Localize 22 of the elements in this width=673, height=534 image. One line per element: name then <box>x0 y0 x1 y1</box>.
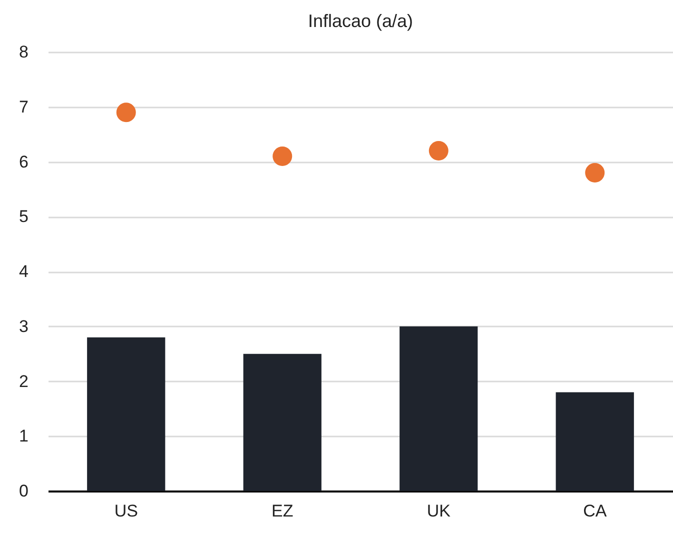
y-tick-label: 8 <box>19 42 28 62</box>
bar <box>556 392 634 491</box>
point <box>585 162 605 182</box>
x-tick-label: CA <box>583 502 608 520</box>
y-tick-label: 1 <box>19 426 28 446</box>
point <box>428 141 448 161</box>
y-tick-label: 4 <box>19 262 28 281</box>
y-tick-label: 3 <box>19 316 28 336</box>
y-tick-label: 5 <box>19 207 28 226</box>
bar <box>400 326 478 491</box>
x-tick-label: UK <box>426 502 452 520</box>
chart-title: Inflacao (a/a) <box>308 11 414 31</box>
x-tick-label: EZ <box>272 502 294 520</box>
y-tick-label: 7 <box>19 97 28 116</box>
y-tick-label: 6 <box>19 152 28 172</box>
point <box>272 146 292 166</box>
x-tick-label: US <box>114 502 138 520</box>
y-tick-label: 0 <box>19 482 28 500</box>
bar <box>243 354 322 491</box>
bar <box>87 337 166 491</box>
point <box>116 102 136 122</box>
y-tick-label: 2 <box>19 372 28 391</box>
